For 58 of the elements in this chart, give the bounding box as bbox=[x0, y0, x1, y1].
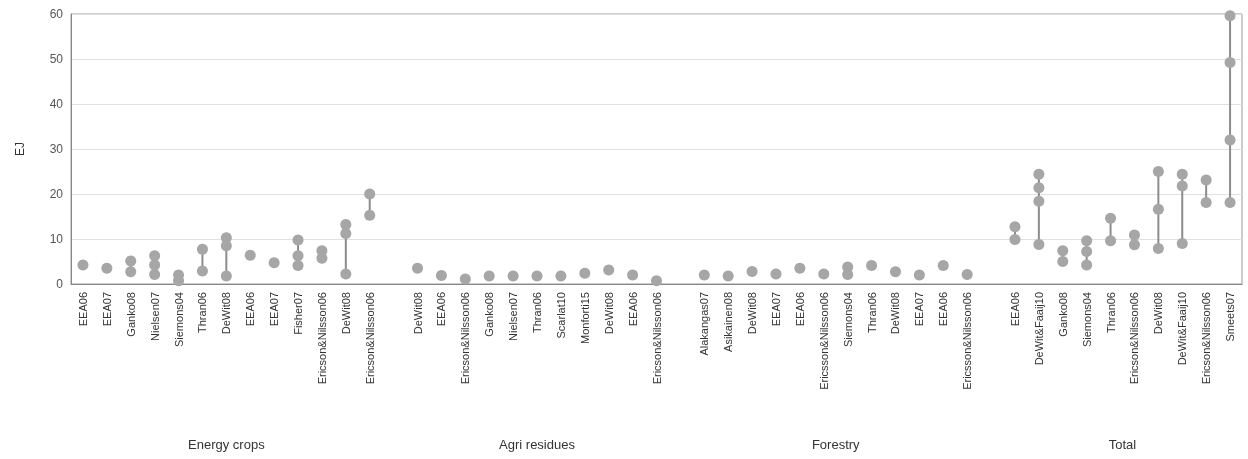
text: Total bbox=[1108, 437, 1137, 452]
x-tick-label: Monforti15 bbox=[578, 292, 591, 344]
x-tick-label: Siemons04 bbox=[172, 292, 185, 348]
y-tick-label: 30 bbox=[49, 142, 64, 156]
x-tick-label: Asikainen08 bbox=[722, 292, 735, 352]
x-tick-label: EEA07 bbox=[769, 292, 782, 327]
x-tick-label: Ericson&Nilsson06 bbox=[315, 292, 328, 385]
x-tick-label: DeWit08 bbox=[889, 292, 902, 335]
x-tick-label: DeWit08 bbox=[339, 292, 352, 335]
x-tick-label: DeWit08 bbox=[220, 292, 233, 335]
x-tick-label: Thran06 bbox=[196, 292, 209, 333]
x-tick-label: Nielsen07 bbox=[507, 292, 520, 341]
x-tick-label: Ericsson&Nilsson06 bbox=[817, 292, 830, 390]
x-tick-label: Siemons04 bbox=[841, 292, 854, 348]
x-tick-label: Ericson&Nilsson06 bbox=[1128, 292, 1141, 385]
x-tick-label: Siemons04 bbox=[1080, 292, 1093, 348]
x-tick-label: DeWit&Faaij10 bbox=[1032, 292, 1045, 366]
x-tick-label: Thran06 bbox=[865, 292, 878, 333]
x-tick-label: DeWit08 bbox=[411, 292, 424, 335]
x-tick-label: Fisher07 bbox=[292, 292, 305, 335]
x-tick-label: Ericsson&Nilsson06 bbox=[961, 292, 974, 390]
y-tick-label: 50 bbox=[49, 52, 64, 66]
x-tick-label: EEA06 bbox=[435, 292, 448, 327]
y-tick-label: 20 bbox=[49, 187, 64, 201]
y-tick-label: 0 bbox=[56, 277, 64, 291]
x-tick-label: Ericson&Nilsson06 bbox=[459, 292, 472, 385]
y-tick-label: 40 bbox=[49, 97, 64, 111]
x-tick-label: EEA06 bbox=[793, 292, 806, 327]
x-tick-label: EEA07 bbox=[268, 292, 281, 327]
x-tick-label: EEA06 bbox=[244, 292, 257, 327]
x-tick-label: EEA06 bbox=[937, 292, 950, 327]
x-tick-label: EEA07 bbox=[100, 292, 113, 327]
y-tick-label: 60 bbox=[49, 7, 64, 21]
y-tick-label: 10 bbox=[49, 232, 64, 246]
x-tick-label: Nielsen07 bbox=[148, 292, 161, 341]
x-tick-label: EEA07 bbox=[913, 292, 926, 327]
x-tick-label: Thran06 bbox=[1104, 292, 1117, 333]
x-tick-label: Thran06 bbox=[531, 292, 544, 333]
x-tick-label: Ganko08 bbox=[1056, 292, 1069, 337]
x-tick-label: Alakangas07 bbox=[698, 292, 711, 356]
x-tick-label: DeWit08 bbox=[1152, 292, 1165, 335]
x-tick-label: EEA06 bbox=[76, 292, 89, 327]
text: Agri residues bbox=[499, 437, 576, 452]
x-tick-label: Ericson&Nilsson06 bbox=[650, 292, 663, 385]
x-tick-label: EEA06 bbox=[1008, 292, 1021, 327]
x-tick-label: Ganko08 bbox=[124, 292, 137, 337]
text: Energy crops bbox=[188, 437, 266, 452]
x-tick-label: Ganko08 bbox=[483, 292, 496, 337]
text: Forestry bbox=[811, 437, 861, 452]
x-tick-label: DeWit08 bbox=[746, 292, 759, 335]
x-tick-label: Smeets07 bbox=[1224, 292, 1237, 342]
y-axis-title: EJ bbox=[13, 141, 27, 157]
x-tick-label: EEA06 bbox=[626, 292, 639, 327]
x-tick-label: DeWit&Faaij10 bbox=[1176, 292, 1189, 366]
x-tick-label: Ericson&Nilsson06 bbox=[363, 292, 376, 385]
x-tick-label: Ericson&Nilsson06 bbox=[1200, 292, 1213, 385]
x-tick-label: DeWit08 bbox=[602, 292, 615, 335]
x-tick-label: Scarlat10 bbox=[554, 292, 567, 339]
